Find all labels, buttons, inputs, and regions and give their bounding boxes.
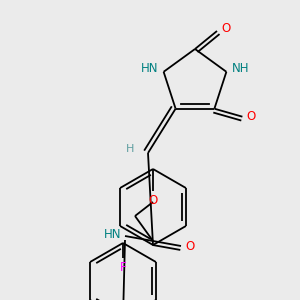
Text: HN: HN [103,229,121,242]
Text: O: O [221,22,230,35]
Text: HN: HN [141,62,159,75]
Text: NH: NH [231,62,249,75]
Text: O: O [246,110,256,123]
Text: F: F [120,261,126,274]
Text: H: H [126,144,134,154]
Text: O: O [148,194,158,207]
Text: O: O [185,239,194,253]
